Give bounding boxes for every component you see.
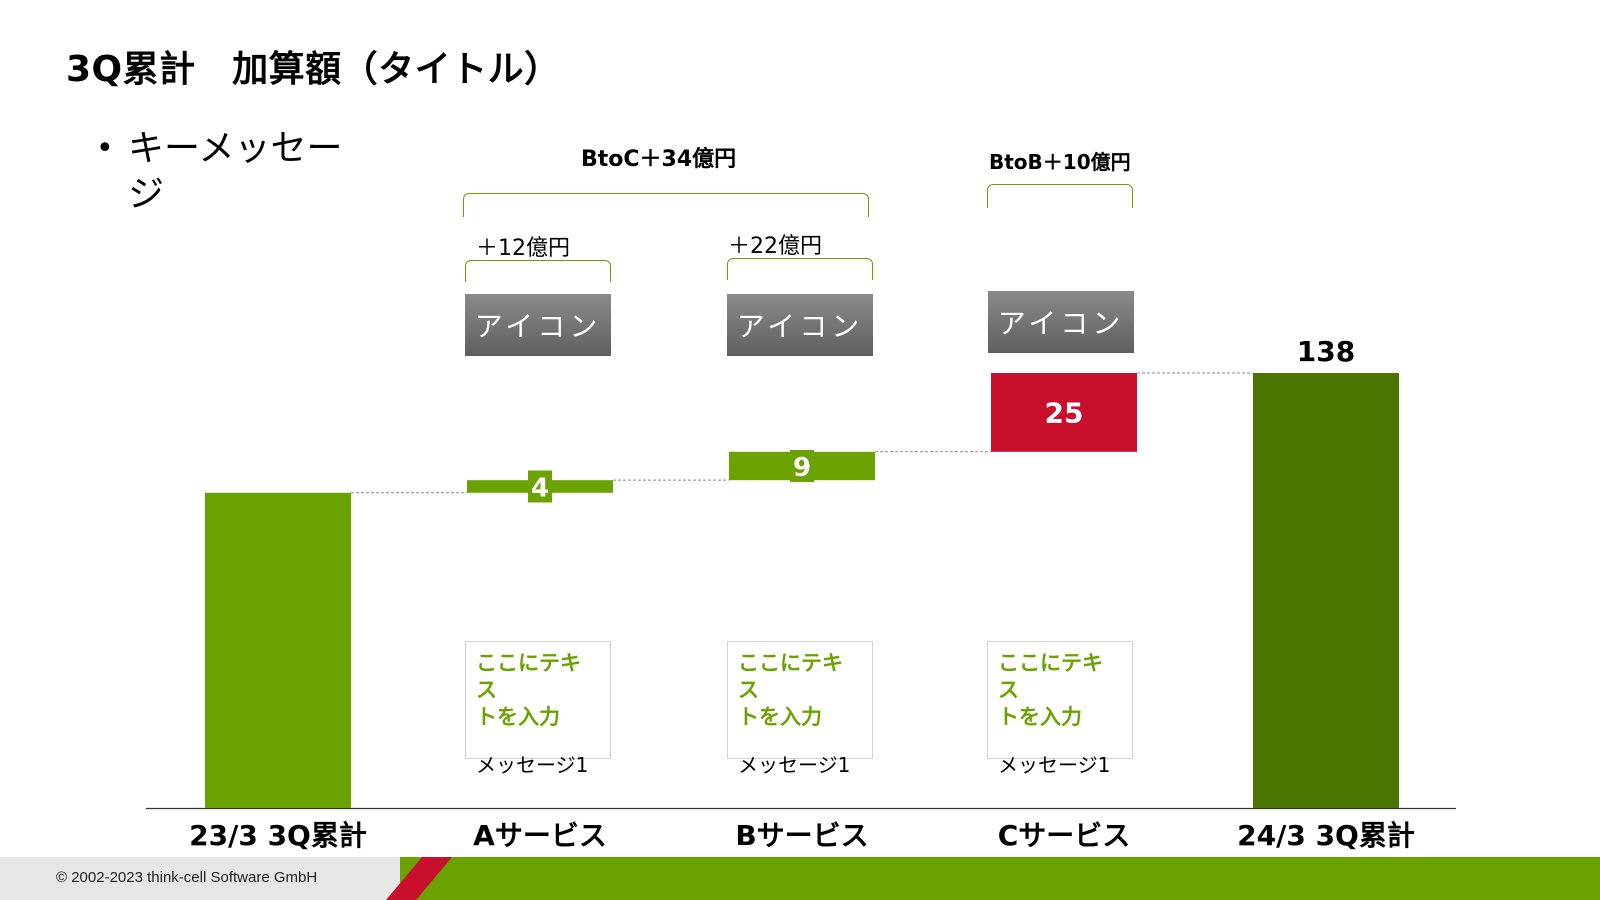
group-label-btoc: BtoC＋34億円	[581, 147, 737, 172]
icon-placeholder-b: アイコン	[727, 294, 873, 356]
note-message: メッセージ1	[476, 753, 589, 777]
category-label: Cサービス	[998, 819, 1131, 852]
sub-label-b: ＋22億円	[728, 234, 822, 259]
brace-a	[465, 260, 611, 282]
value-label: 138	[1297, 335, 1355, 368]
key-message: • キーメッセージ	[96, 126, 366, 218]
bar-0	[205, 492, 351, 808]
brace-btob	[987, 184, 1133, 208]
footer-bar-green	[400, 857, 1600, 900]
group-label-btob: BtoB＋10億円	[989, 150, 1131, 174]
note-box-b: ここにテキス トを入力 メッセージ1	[727, 641, 873, 777]
value-label-badge	[528, 470, 552, 503]
category-label: 24/3 3Q累計	[1237, 819, 1415, 852]
icon-placeholder-c: アイコン	[988, 291, 1134, 353]
value-label-badge	[790, 449, 814, 482]
note-box-a: ここにテキス トを入力 メッセージ1	[465, 641, 611, 777]
brace-b	[727, 258, 873, 280]
bullet-icon: •	[96, 131, 114, 166]
note-highlight-line1: ここにテキス	[998, 651, 1103, 702]
note-highlight-line2: トを入力	[998, 705, 1082, 729]
footer-bar-gray	[0, 857, 420, 900]
note-highlight-line1: ここにテキス	[738, 651, 843, 702]
note-highlight-line2: トを入力	[738, 705, 822, 729]
category-label: Aサービス	[473, 819, 607, 852]
note-box-c: ここにテキス トを入力 メッセージ1	[987, 641, 1133, 777]
value-label: 9	[793, 453, 811, 483]
note-highlight-line2: トを入力	[476, 705, 560, 729]
value-label: 25	[1045, 396, 1084, 429]
category-label: Bサービス	[735, 819, 868, 852]
page-title: 3Q累計 加算額（タイトル）	[66, 49, 561, 90]
note-highlight-line1: ここにテキス	[476, 651, 581, 702]
note-message: メッセージ1	[998, 753, 1111, 777]
bar-3	[991, 373, 1137, 452]
bar-4	[1253, 373, 1399, 808]
category-label: 23/3 3Q累計	[189, 819, 367, 852]
key-message-text: キーメッセージ	[128, 128, 343, 215]
note-message: メッセージ1	[738, 753, 851, 777]
copyright-text: © 2002-2023 think-cell Software GmbH	[56, 869, 318, 886]
brace-btoc	[463, 193, 869, 217]
sub-label-a: ＋12億円	[476, 236, 570, 261]
value-label: 4	[531, 473, 549, 503]
icon-placeholder-a: アイコン	[465, 294, 611, 356]
